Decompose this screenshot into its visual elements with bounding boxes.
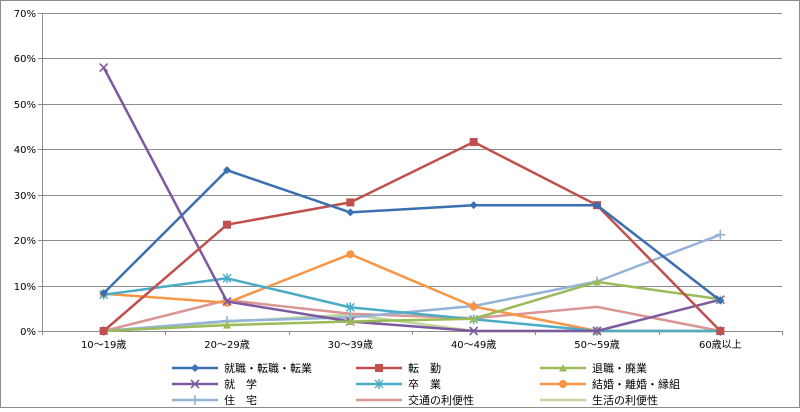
legend-item: 就 学 [172,377,257,391]
x-tick-label: 60歳以上 [699,339,742,351]
data-point [346,198,355,207]
x-tick-label: 20～29歳 [204,339,249,351]
x-tick-label: 40～49歳 [451,339,496,351]
legend-swatch-marker [559,364,567,372]
data-point [345,302,355,313]
y-tick-label: 60% [14,54,36,65]
data-point [99,289,108,298]
legend-swatch-marker [559,380,567,388]
legend-label: 交通の利便性 [408,393,474,407]
legend-item: 卒 業 [356,377,441,391]
data-point [469,138,478,147]
series-line [103,280,721,333]
legend-label: 就職・転職・転業 [224,361,312,375]
series-8 [103,298,721,333]
data-point [469,314,478,323]
series-line [102,140,722,332]
data-point [223,321,231,329]
legend-swatch-marker [374,379,384,389]
data-point [223,166,231,175]
legend-label: 生活の利便性 [592,393,658,407]
y-tick-label: 70% [14,9,36,20]
legend-label: 結婚・離婚・縁組 [592,377,680,391]
y-axis: 0% 10% 20% 30% 40% 50% 60% 70% [14,9,43,338]
series-line [103,233,721,333]
legend-label: 就 学 [224,377,257,391]
data-point [593,201,601,210]
legend-item: 退職・廃業 [540,361,647,375]
x-tick-label: 10～19歳 [81,339,126,351]
data-point [592,326,602,336]
legend-swatch-marker [190,395,200,405]
legend-item: 転 勤 [356,362,441,375]
x-tick-label: 30～39歳 [328,339,373,351]
data-point [469,326,479,336]
y-tick-label: 40% [14,145,36,156]
y-tick-label: 10% [14,282,36,293]
data-point [715,229,726,240]
legend-label: 転 勤 [408,362,441,375]
series-line [102,168,722,302]
y-tick-label: 50% [14,100,36,111]
data-point [222,296,232,307]
legend-label: 退職・廃業 [592,361,647,375]
data-point [99,62,109,73]
legend-swatch-marker [191,364,199,372]
data-point [222,273,232,284]
series-line [102,66,721,333]
legend-label: 卒 業 [408,377,441,391]
data-point [346,250,355,259]
data-point [593,277,601,286]
legend-swatch-marker [190,379,200,389]
series-line [103,298,721,333]
x-tick-label: 50～59歳 [574,339,619,351]
data-point [99,327,108,335]
data-point [223,220,231,229]
y-tick-label: 20% [14,236,36,247]
data-point [346,317,355,325]
data-point [469,302,478,311]
legend: 就職・転職・転業 転 勤 退職・廃業就 学 卒 業 結婚・離婚・縁組住 宅 交通の利便性 生… [172,361,680,407]
legend-item: 結婚・離婚・縁組 [540,377,680,391]
series-group [98,62,726,336]
legend-swatch-marker [375,364,383,372]
y-tick-label: 0% [20,327,36,338]
series-line [103,277,721,333]
data-point [346,208,355,217]
y-tick-label: 30% [14,191,36,202]
legend-item: 就職・転職・転業 [172,361,312,375]
data-point [716,327,725,335]
data-point [469,201,478,210]
legend-label: 住 宅 [224,393,257,407]
legend-item: 交通の利便性 [356,393,474,407]
legend-item: 生活の利便性 [540,393,658,407]
legend-item: 住 宅 [172,393,257,407]
series-1 [99,166,725,305]
data-point [716,296,725,305]
